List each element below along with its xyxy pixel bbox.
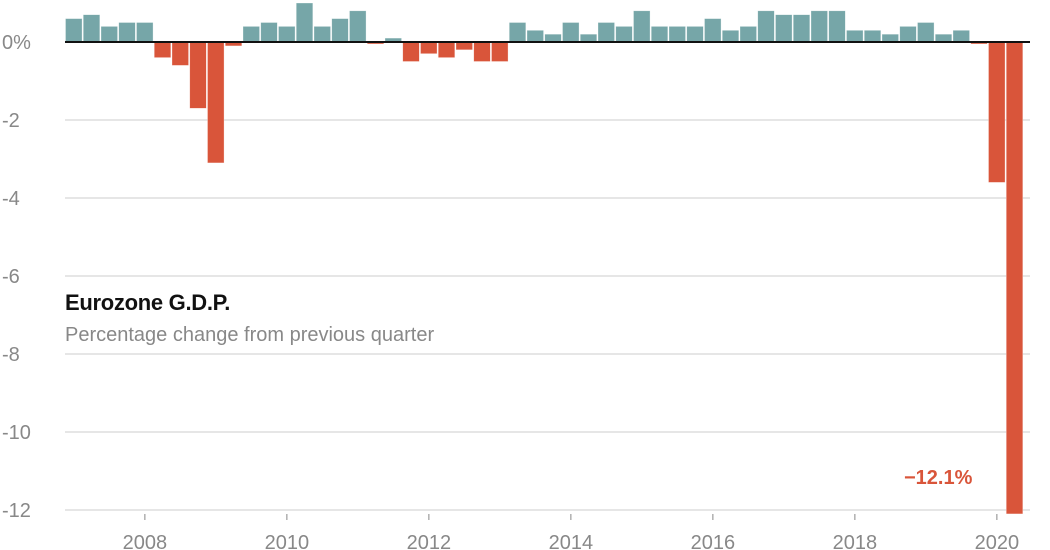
bar [846,29,864,43]
bar [704,18,722,43]
bar [260,22,278,43]
bar [437,41,456,58]
x-tick-label: 2018 [833,532,878,550]
bar [1005,41,1024,515]
bar [526,29,544,43]
bar [881,33,899,43]
bar [917,22,935,43]
bar [171,41,189,66]
bar [775,14,793,43]
y-tick-label: -4 [2,188,20,210]
bar [153,41,172,58]
bar [65,18,83,43]
bar [136,22,154,43]
bar [615,26,633,43]
bar [189,41,207,109]
bar [331,18,349,43]
bar [562,22,580,43]
bar [757,10,775,43]
y-tick-label: -8 [2,344,20,366]
bar [491,41,509,62]
bar [278,26,296,43]
bar [242,26,260,43]
chart-title: Eurozone G.D.P. [65,290,231,315]
x-tick-label: 2008 [123,532,168,550]
y-tick-label: -6 [2,266,20,288]
bar [597,22,615,43]
y-tick-label: -2 [2,110,20,132]
bar [473,41,491,62]
bar [295,2,314,43]
bar [792,14,811,43]
bar [82,14,101,43]
x-tick-label: 2012 [407,532,452,550]
y-tick-label: 0% [2,32,31,54]
bar [810,10,828,43]
y-tick-label: -12 [2,500,31,522]
bar [668,26,686,43]
chart-subtitle: Percentage change from previous quarter [65,324,435,346]
bar [544,33,562,43]
bar [118,22,136,43]
bar [349,10,367,43]
bar [313,26,331,43]
bar [863,29,882,43]
bar [686,26,704,43]
bar [455,41,473,51]
bar [952,29,970,43]
bar [633,10,651,43]
bar [739,26,757,43]
bar [579,33,598,43]
x-tick-label: 2020 [975,532,1020,550]
bar [402,41,420,62]
bar [934,33,953,43]
y-tick-label: -10 [2,422,31,444]
x-tick-label: 2016 [691,532,736,550]
bar [988,41,1006,183]
x-tick-label: 2010 [265,532,310,550]
annotation-label: −12.1% [904,467,973,489]
bar [899,26,917,43]
bar [721,29,740,43]
bar [508,22,527,43]
bar [828,10,846,43]
bar [420,41,438,54]
x-tick-label: 2014 [549,532,594,550]
bar [100,26,118,43]
bar [650,26,669,43]
bar [207,41,225,164]
